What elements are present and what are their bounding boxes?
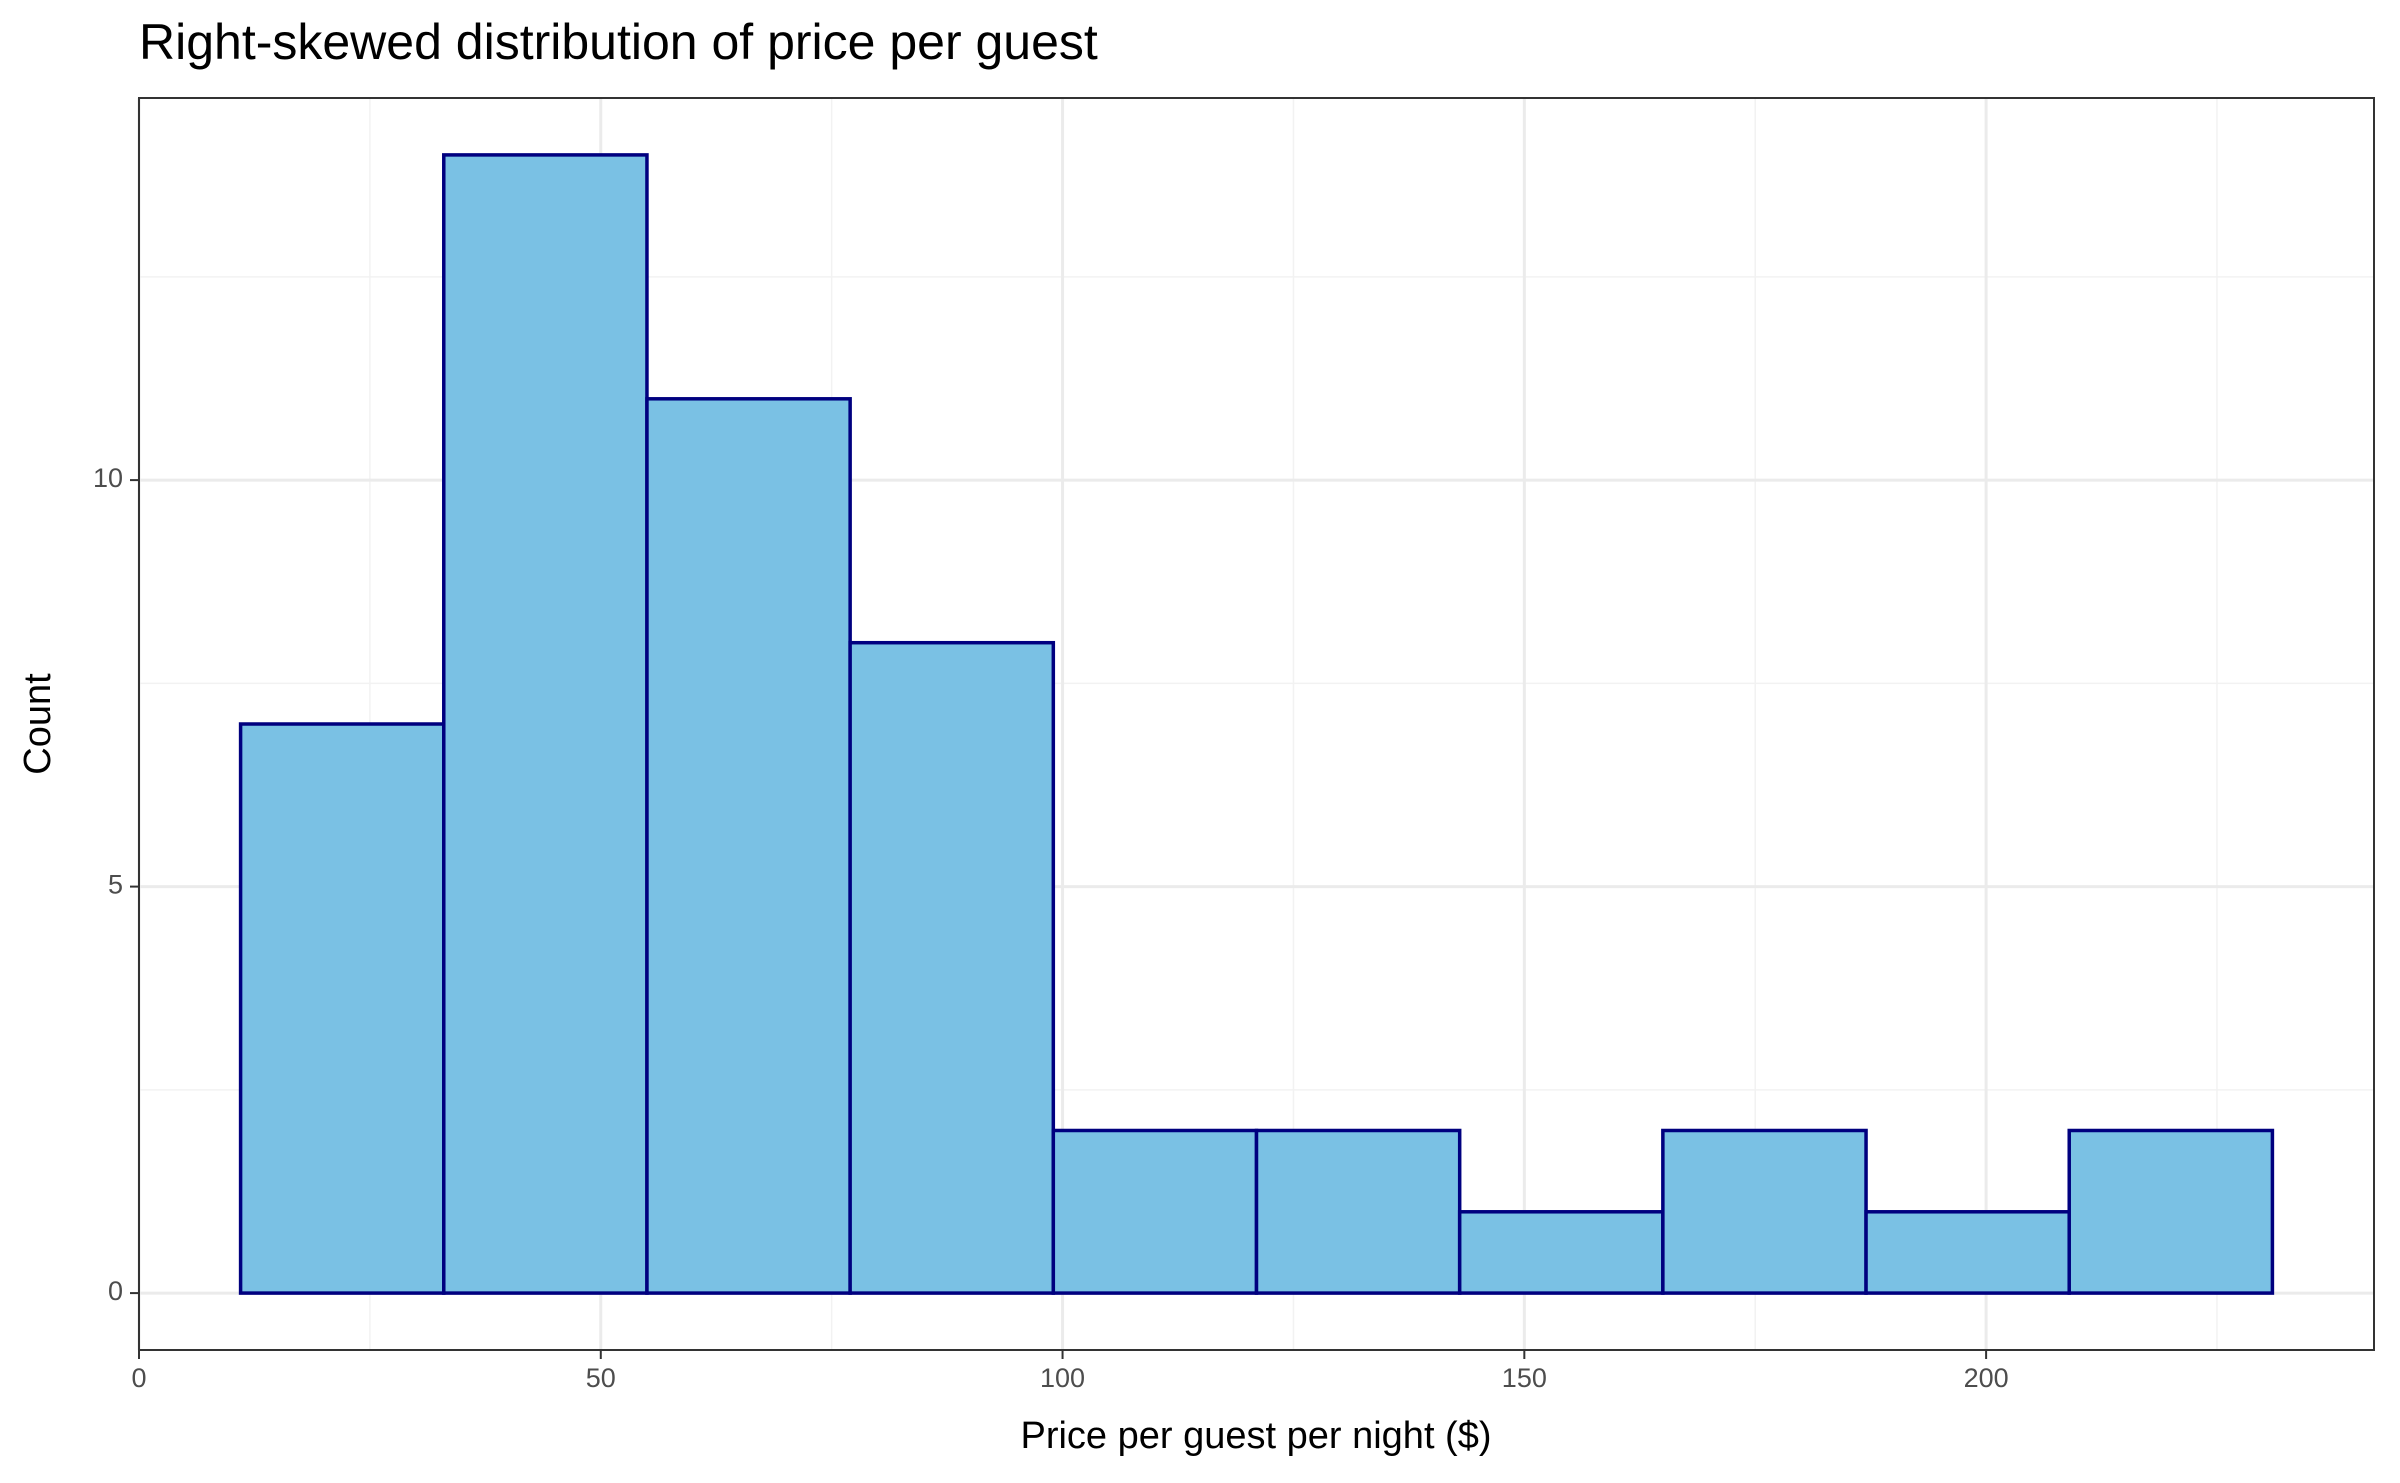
bar [1457,1210,1665,1295]
bar [848,640,1056,1295]
x-tick-label: 150 [1502,1363,1547,1393]
x-tick-label: 100 [1040,1363,1085,1393]
x-tick-label: 50 [586,1363,616,1393]
y-tick-label: 5 [108,870,123,900]
bar [1051,1128,1259,1295]
bar [442,153,649,1295]
x-tick-label: 0 [131,1363,146,1393]
bar [1864,1210,2071,1295]
bar [1254,1128,1462,1295]
chart-title: Right-skewed distribution of price per g… [139,14,1098,70]
x-tick-label: 200 [1964,1363,2009,1393]
bar [238,722,446,1295]
bar [1661,1128,1868,1295]
x-axis-title: Price per guest per night ($) [1020,1415,1491,1457]
y-tick-label: 10 [93,463,123,493]
y-axis-title: Count [17,673,59,775]
y-tick-label: 0 [108,1276,123,1306]
bar [2067,1128,2275,1295]
plot-border [138,97,2375,1351]
bar [645,397,852,1295]
